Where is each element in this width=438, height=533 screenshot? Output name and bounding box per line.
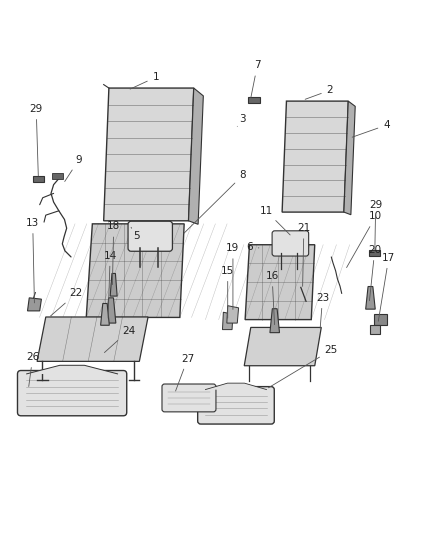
Text: 2: 2 [305, 85, 333, 99]
Text: 15: 15 [221, 266, 234, 318]
Text: 18: 18 [107, 221, 120, 285]
Text: 22: 22 [50, 288, 83, 316]
Text: 6: 6 [246, 242, 259, 252]
Text: 10: 10 [346, 212, 382, 268]
Polygon shape [244, 327, 321, 366]
Polygon shape [28, 298, 42, 311]
Polygon shape [37, 317, 148, 361]
Text: 26: 26 [26, 352, 39, 386]
FancyBboxPatch shape [33, 175, 44, 182]
Text: 13: 13 [26, 218, 39, 303]
Text: 3: 3 [237, 114, 246, 126]
Text: 11: 11 [259, 206, 290, 235]
Text: 1: 1 [130, 72, 159, 89]
FancyBboxPatch shape [248, 97, 260, 103]
Polygon shape [227, 305, 239, 323]
Text: 29: 29 [369, 200, 382, 250]
Text: 7: 7 [251, 60, 261, 98]
FancyBboxPatch shape [162, 384, 216, 412]
Polygon shape [188, 88, 203, 224]
Polygon shape [366, 287, 375, 309]
Text: 8: 8 [184, 170, 246, 233]
FancyBboxPatch shape [272, 231, 309, 256]
Polygon shape [270, 309, 279, 333]
Polygon shape [282, 101, 348, 212]
Polygon shape [26, 365, 118, 374]
Polygon shape [101, 303, 110, 325]
Polygon shape [245, 245, 315, 320]
Text: 25: 25 [268, 345, 338, 388]
Polygon shape [86, 224, 184, 318]
FancyBboxPatch shape [370, 325, 380, 334]
Polygon shape [344, 101, 355, 215]
Text: 5: 5 [131, 228, 140, 241]
Text: 16: 16 [265, 271, 279, 325]
Text: 21: 21 [297, 223, 311, 286]
Polygon shape [205, 383, 267, 390]
FancyBboxPatch shape [369, 249, 381, 256]
FancyBboxPatch shape [128, 221, 173, 251]
Polygon shape [104, 88, 194, 221]
Text: 17: 17 [378, 253, 396, 321]
FancyBboxPatch shape [52, 173, 63, 180]
Text: 29: 29 [30, 104, 43, 176]
Text: 24: 24 [104, 326, 135, 352]
Polygon shape [110, 273, 117, 296]
Text: 27: 27 [176, 354, 194, 391]
FancyBboxPatch shape [374, 314, 388, 325]
Text: 14: 14 [103, 251, 117, 318]
Text: 4: 4 [352, 120, 390, 137]
Text: 9: 9 [65, 155, 82, 182]
Polygon shape [106, 298, 116, 323]
FancyBboxPatch shape [18, 370, 127, 416]
Polygon shape [223, 312, 233, 329]
Text: 20: 20 [368, 245, 381, 301]
Text: 23: 23 [316, 293, 329, 328]
Text: 19: 19 [226, 243, 240, 310]
FancyBboxPatch shape [198, 386, 274, 424]
